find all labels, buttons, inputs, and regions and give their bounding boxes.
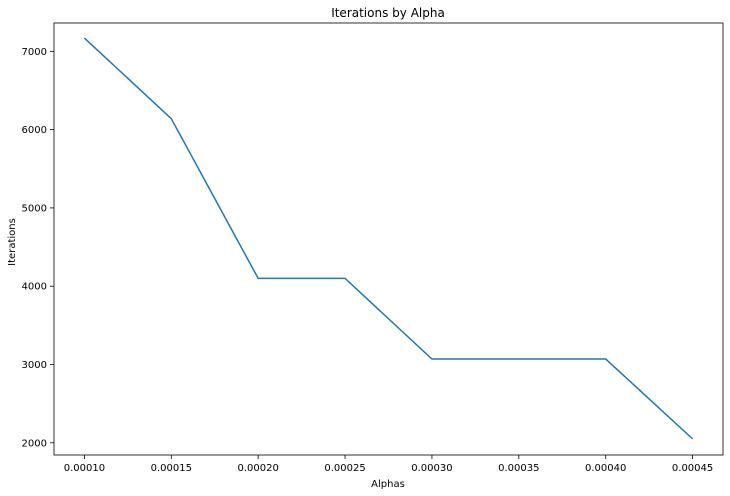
- y-axis-label: Iterations: [7, 218, 18, 266]
- y-tick-label: 5000: [22, 203, 47, 214]
- y-tick-label: 2000: [22, 438, 47, 449]
- x-tick-label: 0.00025: [324, 463, 365, 474]
- x-tick-label: 0.00030: [411, 463, 452, 474]
- y-tick-label: 3000: [22, 360, 47, 371]
- y-tick-label: 4000: [22, 282, 47, 293]
- x-tick-label: 0.00015: [151, 463, 192, 474]
- y-tick-label: 6000: [22, 125, 47, 136]
- x-tick-label: 0.00035: [498, 463, 539, 474]
- x-tick-label: 0.00045: [672, 463, 713, 474]
- y-tick-label: 7000: [22, 47, 47, 58]
- x-tick-label: 0.00010: [64, 463, 105, 474]
- x-axis-label: Alphas: [371, 479, 405, 490]
- chart-title: Iterations by Alpha: [331, 6, 445, 20]
- series-line: [83, 37, 694, 440]
- plot-frame: [53, 22, 724, 456]
- x-tick-label: 0.00020: [237, 463, 278, 474]
- x-tick-label: 0.00040: [585, 463, 626, 474]
- plot-area: 0.00010 0.00015 0.00020 0.00025 0.00030 0.000…: [22, 22, 724, 474]
